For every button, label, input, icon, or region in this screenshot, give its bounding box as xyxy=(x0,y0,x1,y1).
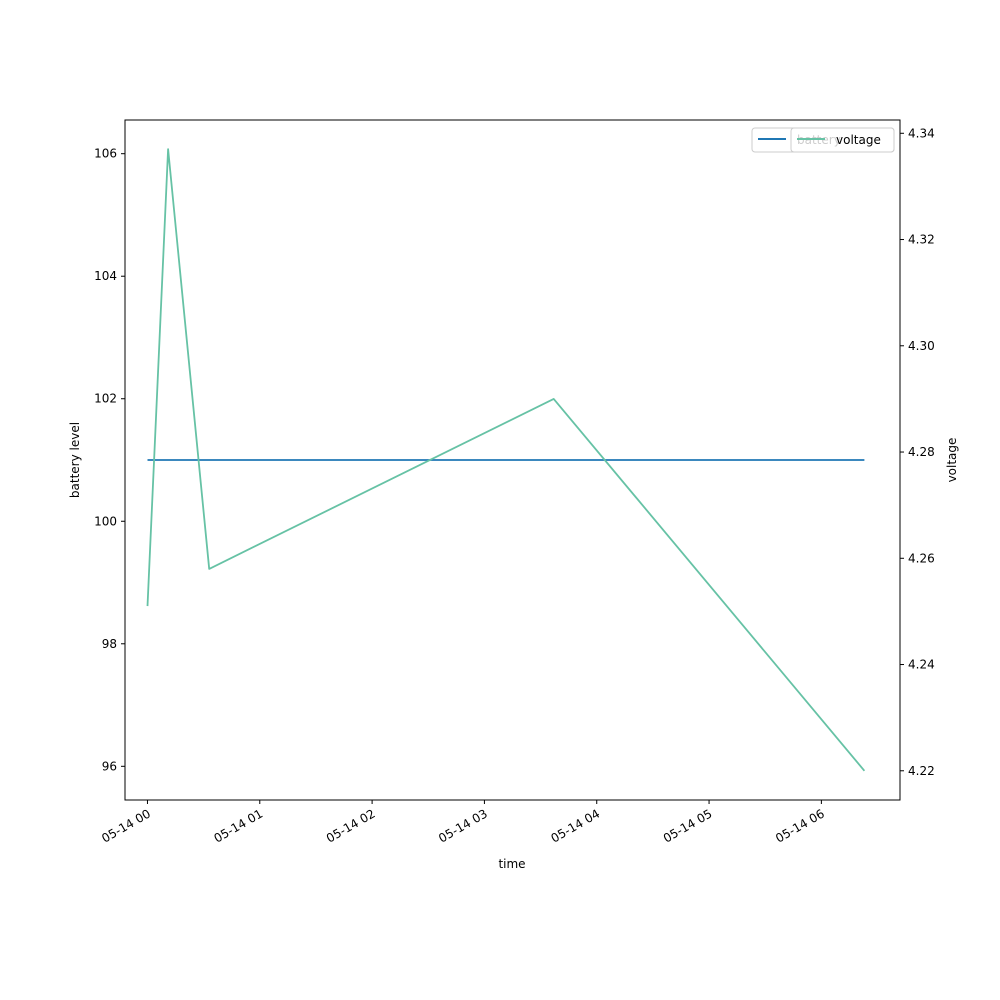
y-axis-right-label: voltage xyxy=(945,438,959,483)
y-left-tick-label: 98 xyxy=(102,637,117,651)
y-left-tick-label: 100 xyxy=(94,514,117,528)
legend-voltage-label: voltage xyxy=(836,133,881,147)
legend-voltage: voltage xyxy=(790,127,895,153)
series-line-voltage xyxy=(146,148,866,772)
y-left-tick-label: 102 xyxy=(94,392,117,406)
legend-voltage-box xyxy=(790,127,895,153)
y-axis-left: 96 98 100 102 104 106 xyxy=(94,147,125,773)
y-axis-left-label: battery level xyxy=(68,422,82,498)
y-right-tick-label: 4.26 xyxy=(908,551,935,565)
x-axis-label: time xyxy=(498,857,525,871)
y-right-tick-label: 4.24 xyxy=(908,658,935,672)
y-left-tick-label: 96 xyxy=(102,759,117,773)
y-axis-right: 4.22 4.24 4.26 4.28 4.30 4.32 4.34 xyxy=(900,126,935,778)
y-right-tick-label: 4.22 xyxy=(908,764,935,778)
plot-frame xyxy=(124,119,901,801)
y-right-tick-label: 4.30 xyxy=(908,339,935,353)
y-right-tick-label: 4.32 xyxy=(908,233,935,247)
y-left-tick-label: 104 xyxy=(94,269,117,283)
y-left-tick-label: 106 xyxy=(94,147,117,161)
y-right-tick-label: 4.28 xyxy=(908,445,935,459)
y-right-tick-label: 4.34 xyxy=(908,126,935,140)
chart-marks xyxy=(146,148,866,772)
